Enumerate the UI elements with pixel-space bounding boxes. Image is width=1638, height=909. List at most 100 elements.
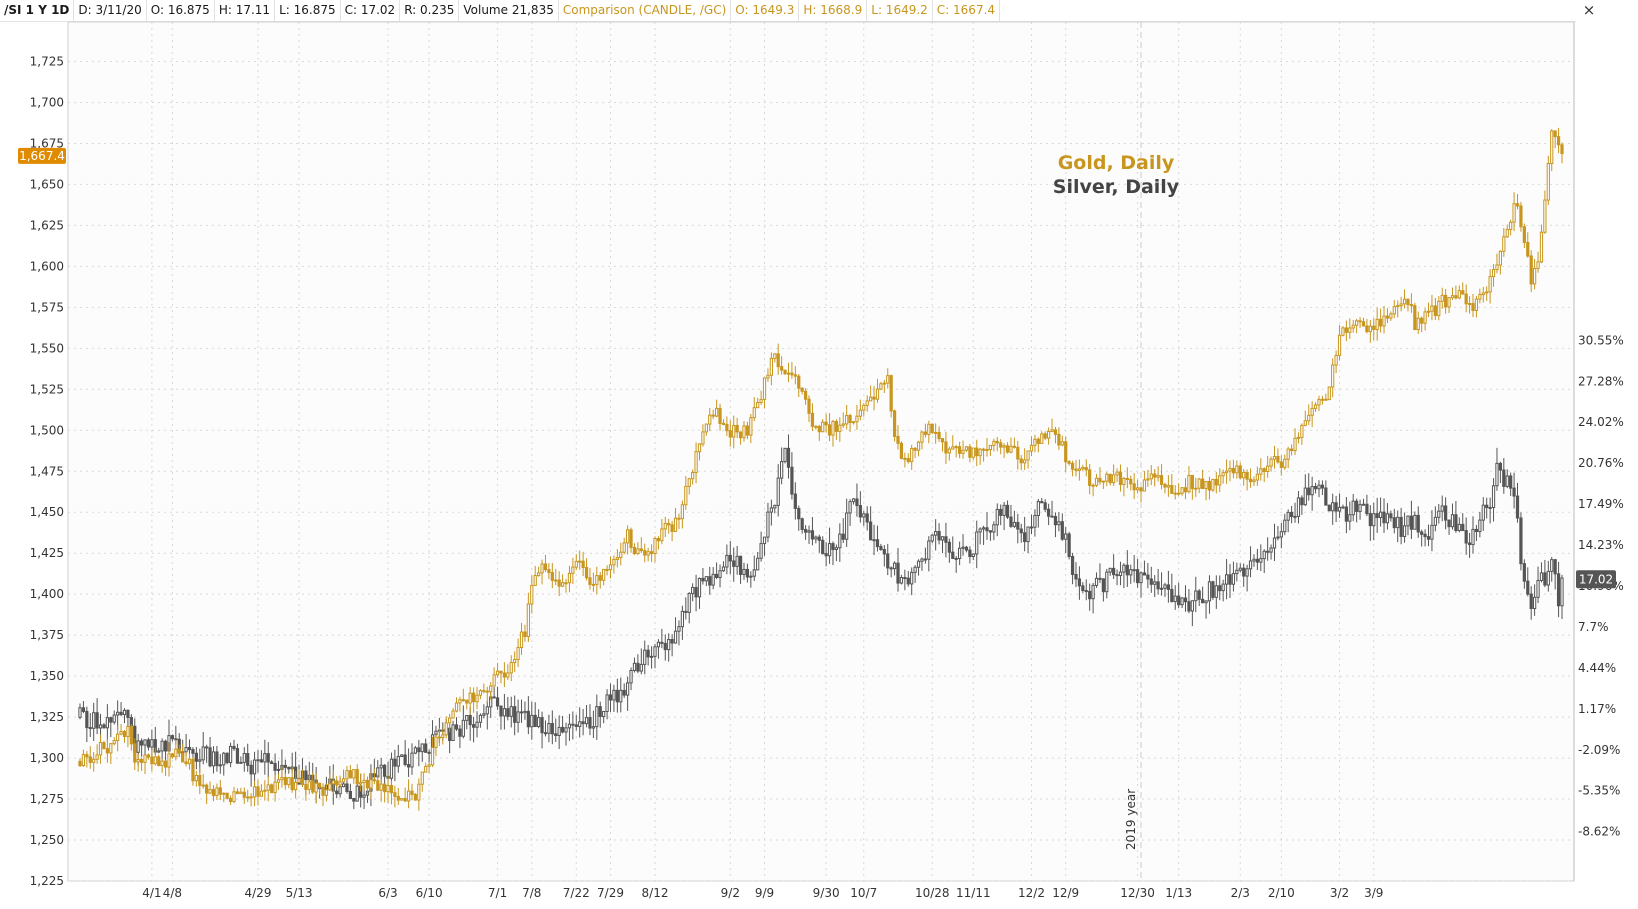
gold-candle-body xyxy=(406,790,411,802)
silver-candle-body xyxy=(1474,528,1479,533)
gold-candle-body xyxy=(581,560,585,569)
silver-candle-body xyxy=(1488,506,1492,509)
symbol-label[interactable]: /SI 1 Y 1D xyxy=(0,0,75,21)
gold-candle-body xyxy=(461,699,465,702)
silver-candle-body xyxy=(1327,504,1331,512)
gold-candle-body xyxy=(465,699,469,704)
gold-candle-body xyxy=(116,733,120,742)
silver-candle-body xyxy=(136,740,140,753)
gold-candle-body xyxy=(441,734,445,738)
silver-candle-body xyxy=(1269,547,1273,553)
gold-candle-body xyxy=(1539,231,1544,263)
legend-gold: Gold, Daily xyxy=(1058,152,1175,174)
gold-candle-body xyxy=(454,702,459,712)
silver-candle-body xyxy=(1461,523,1465,532)
silver-candle-body xyxy=(126,709,130,718)
gold-candle-body xyxy=(242,791,246,798)
silver-candle-body xyxy=(714,573,719,578)
gold-candle-body xyxy=(1488,276,1492,293)
silver-candle-body xyxy=(838,533,842,549)
silver-candle-body xyxy=(687,592,691,613)
gold-candle-body xyxy=(198,774,202,786)
gold-candle-body xyxy=(1293,437,1297,452)
x-tick-label: 10/28 xyxy=(915,886,950,900)
silver-candle-body xyxy=(1502,469,1506,487)
silver-candle-body xyxy=(1416,514,1420,533)
silver-candle-body xyxy=(105,717,109,729)
silver-candle-body xyxy=(1283,519,1287,533)
gold-candle-body xyxy=(649,551,654,555)
gold-candle-body xyxy=(1228,467,1232,472)
silver-candle-body xyxy=(626,682,630,696)
silver-candle-body xyxy=(88,727,92,730)
silver-candle-body xyxy=(362,794,366,798)
silver-candle-body xyxy=(98,724,103,729)
gold-candle-body xyxy=(1502,236,1506,252)
gold-candle-body xyxy=(201,784,205,787)
gold-candle-body xyxy=(841,423,845,426)
gold-candle-body xyxy=(985,449,989,452)
silver-candle-body xyxy=(1029,526,1034,529)
silver-candle-body xyxy=(468,715,472,726)
silver-candle-body xyxy=(721,566,726,572)
silver-candle-body xyxy=(1368,513,1372,527)
silver-candle-body xyxy=(694,586,698,598)
gold-candle-body xyxy=(1478,294,1482,300)
gold-candle-body xyxy=(735,424,739,433)
gold-candle-body xyxy=(1406,298,1410,306)
silver-candle-body xyxy=(424,743,428,753)
gold-candle-body xyxy=(338,781,342,786)
silver-candle-body xyxy=(1135,569,1140,584)
silver-candle-body xyxy=(1337,506,1342,512)
gold-candle-body xyxy=(1307,414,1311,422)
silver-candle-body xyxy=(780,461,784,479)
left-tick-label: 1,400 xyxy=(30,587,64,601)
right-tick-label: 7.7% xyxy=(1578,620,1609,634)
silver-candle-body xyxy=(1310,485,1314,496)
gold-candle-body xyxy=(1266,465,1270,472)
silver-candle-body xyxy=(968,549,972,558)
gold-candle-body xyxy=(646,551,650,556)
gold-candle-body xyxy=(1201,478,1205,490)
silver-candle-body xyxy=(803,528,808,533)
gold-candle-body xyxy=(1355,320,1359,326)
gold-candle-body xyxy=(923,431,928,435)
gold-candle-body xyxy=(1248,478,1253,483)
silver-candle-body xyxy=(78,707,82,718)
gold-candle-body xyxy=(629,529,633,548)
silver-candle-body xyxy=(1396,516,1400,529)
gold-candle-body xyxy=(400,798,404,801)
gold-candle-body xyxy=(622,542,626,553)
gold-candle-body xyxy=(1474,298,1479,311)
silver-candle-body xyxy=(389,758,394,779)
comparison-close: C: 1667.4 xyxy=(933,0,1001,21)
silver-candle-body xyxy=(783,447,787,463)
gold-candle-body xyxy=(567,572,572,584)
year-marker-label: 2019 year xyxy=(1124,789,1138,850)
gold-candle-body xyxy=(1166,485,1171,488)
silver-candle-body xyxy=(1358,504,1362,512)
silver-candle-body xyxy=(85,710,89,729)
left-tick-label: 1,450 xyxy=(30,505,64,519)
silver-candle-body xyxy=(663,642,667,651)
silver-candle-body xyxy=(896,562,900,584)
close-readout: C: 17.02 xyxy=(341,0,401,21)
gold-candle-body xyxy=(1512,203,1516,223)
x-tick-label: 6/3 xyxy=(378,886,397,900)
silver-candle-body xyxy=(827,543,832,557)
silver-candle-body xyxy=(1378,511,1383,519)
gold-candle-body xyxy=(1088,469,1092,486)
gold-candle-body xyxy=(526,603,530,638)
gold-candle-body xyxy=(1372,325,1376,330)
left-tick-label: 1,575 xyxy=(30,300,64,314)
silver-candle-body xyxy=(222,752,226,766)
gold-candle-body xyxy=(834,420,839,432)
silver-candle-body xyxy=(1317,484,1321,490)
gold-candle-body xyxy=(1337,334,1342,356)
silver-candle-body xyxy=(636,662,640,672)
chart-settings-icon[interactable]: ⨯ xyxy=(1582,1,1596,19)
silver-candle-body xyxy=(471,724,476,728)
silver-candle-body xyxy=(1005,504,1010,518)
gold-candle-body xyxy=(1447,297,1451,308)
comparison-label[interactable]: Comparison (CANDLE, /GC) xyxy=(559,0,732,21)
